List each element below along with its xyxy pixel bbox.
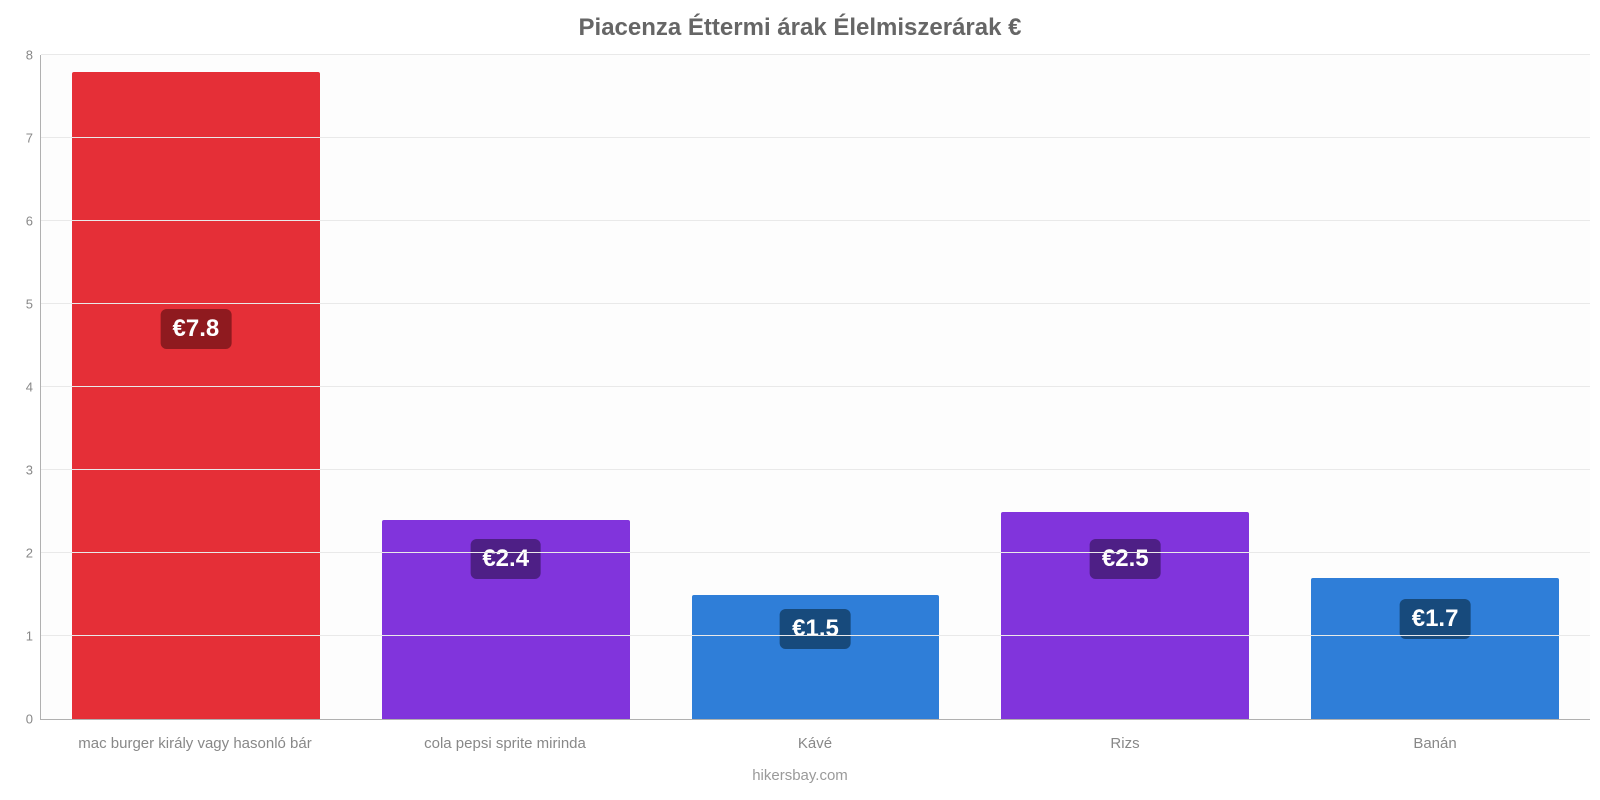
bars-row: €7.8 €2.4 €1.5 €2.5 €1.7 — [41, 55, 1590, 719]
gridline — [41, 552, 1590, 553]
gridline — [41, 220, 1590, 221]
y-tick-label: 5 — [26, 297, 41, 312]
gridline — [41, 469, 1590, 470]
price-bar-chart: Piacenza Éttermi árak Élelmiszerárak € €… — [0, 0, 1600, 800]
x-axis-label: Banán — [1280, 735, 1590, 752]
gridline — [41, 303, 1590, 304]
gridline — [41, 54, 1590, 55]
value-badge: €2.5 — [1090, 539, 1161, 579]
y-tick-label: 1 — [26, 629, 41, 644]
plot-area: €7.8€2.4€1.5€2.5€1.7 012345678 — [40, 55, 1590, 720]
value-badge: €1.7 — [1400, 599, 1471, 639]
y-tick-label: 7 — [26, 131, 41, 146]
bar-slot: €2.4 — [351, 55, 661, 719]
bar-slot: €1.5 — [661, 55, 971, 719]
chart-attribution: hikersbay.com — [0, 767, 1600, 784]
x-axis-label: Kávé — [660, 735, 970, 752]
y-tick-label: 8 — [26, 48, 41, 63]
bar-slot: €2.5 — [970, 55, 1280, 719]
y-tick-label: 3 — [26, 463, 41, 478]
y-tick-label: 0 — [26, 712, 41, 727]
y-tick-label: 2 — [26, 546, 41, 561]
value-badge: €2.4 — [470, 539, 541, 579]
bar-slot: €1.7 — [1280, 55, 1590, 719]
x-axis-label: Rizs — [970, 735, 1280, 752]
gridline — [41, 137, 1590, 138]
y-tick-label: 4 — [26, 380, 41, 395]
bar — [72, 72, 320, 719]
gridline — [41, 635, 1590, 636]
x-axis-labels: mac burger király vagy hasonló bárcola p… — [40, 735, 1590, 752]
chart-title: Piacenza Éttermi árak Élelmiszerárak € — [0, 14, 1600, 42]
value-badge: €1.5 — [780, 609, 851, 649]
bar-slot: €7.8 — [41, 55, 351, 719]
y-tick-label: 6 — [26, 214, 41, 229]
gridline — [41, 386, 1590, 387]
value-badge: €7.8 — [161, 309, 232, 349]
x-axis-label: cola pepsi sprite mirinda — [350, 735, 660, 752]
x-axis-label: mac burger király vagy hasonló bár — [40, 735, 350, 752]
